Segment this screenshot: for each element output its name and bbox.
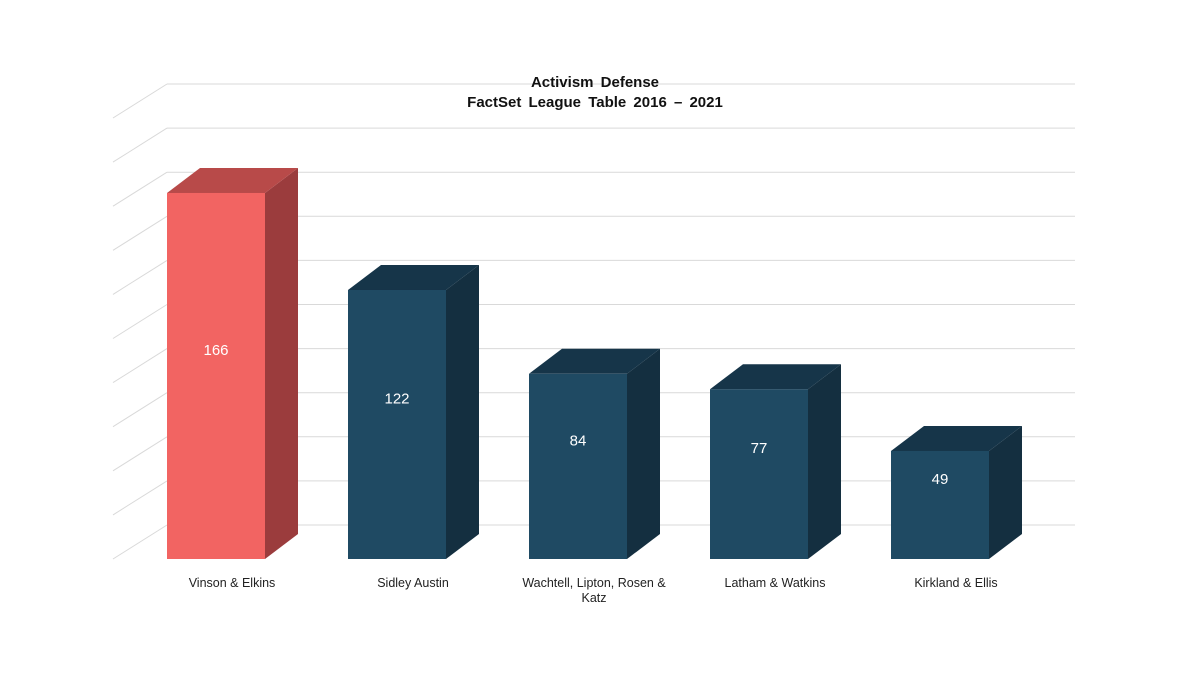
category-label-1: Sidley Austin bbox=[377, 576, 449, 590]
chart-title-line-1: Activism Defense bbox=[531, 74, 659, 91]
gridline-side-8 bbox=[112, 171, 168, 207]
bar-1: 122 bbox=[348, 264, 479, 559]
gridline-side-7 bbox=[112, 215, 168, 251]
bar-top-3 bbox=[710, 364, 841, 390]
bar-side-4 bbox=[989, 425, 1022, 559]
category-labels: Vinson & Elkins Sidley Austin Wachtell, Li… bbox=[189, 576, 998, 605]
bar-front-3 bbox=[710, 389, 808, 559]
bar-top-0 bbox=[167, 167, 298, 193]
data-label-4: 49 bbox=[932, 471, 949, 488]
bar-side-0 bbox=[265, 167, 298, 559]
bar-2: 84 bbox=[529, 348, 660, 559]
gridline-side-9 bbox=[112, 127, 168, 163]
bar-side-1 bbox=[446, 264, 479, 559]
data-label-1: 122 bbox=[384, 390, 409, 407]
bar-top-4 bbox=[891, 425, 1022, 451]
bar-side-2 bbox=[627, 348, 660, 559]
bar-0: 166 bbox=[167, 167, 298, 559]
gridline-side-4 bbox=[112, 348, 168, 384]
chart-title: Activism Defense FactSet League Table 20… bbox=[467, 74, 723, 111]
bar-front-0 bbox=[167, 192, 265, 559]
gridline-side-0 bbox=[112, 524, 168, 560]
data-label-3: 77 bbox=[751, 440, 768, 457]
bar-front-1 bbox=[348, 289, 446, 559]
data-label-2: 84 bbox=[570, 432, 587, 449]
gridline-side-3 bbox=[112, 392, 168, 428]
bar-4: 49 bbox=[891, 425, 1022, 559]
category-label-4: Kirkland & Ellis bbox=[914, 576, 997, 590]
gridline-side-6 bbox=[112, 259, 168, 295]
data-label-0: 166 bbox=[203, 342, 228, 359]
bar-top-2 bbox=[529, 348, 660, 374]
chart-title-line-2: FactSet League Table 2016 – 2021 bbox=[467, 94, 723, 111]
category-label-3: Latham & Watkins bbox=[725, 576, 826, 590]
gridline-side-1 bbox=[112, 480, 168, 516]
bar-3: 77 bbox=[710, 364, 841, 559]
bars: 166 122 84 77 49 bbox=[167, 167, 1022, 559]
gridline-side-10 bbox=[112, 83, 168, 119]
bar-front-4 bbox=[891, 450, 989, 559]
bar-front-2 bbox=[529, 373, 627, 559]
bar-top-1 bbox=[348, 264, 479, 290]
gridline-side-2 bbox=[112, 436, 168, 472]
bar-side-3 bbox=[808, 364, 841, 559]
category-label-2-line-0: Wachtell, Lipton, Rosen & bbox=[522, 576, 666, 590]
category-label-2-line-1: Katz bbox=[581, 591, 606, 605]
category-label-0: Vinson & Elkins bbox=[189, 576, 276, 590]
gridline-side-5 bbox=[112, 304, 168, 339]
